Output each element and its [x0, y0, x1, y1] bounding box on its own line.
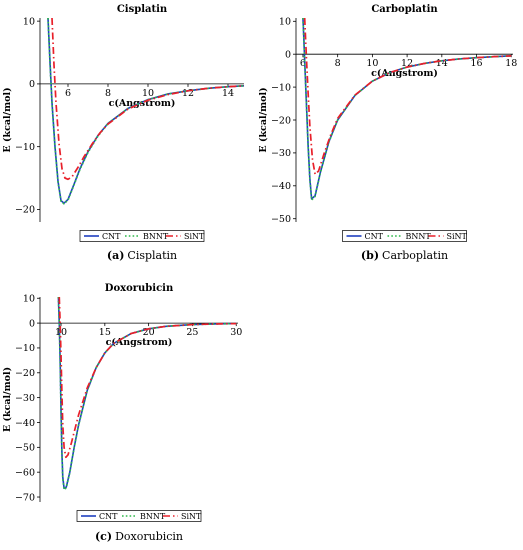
- chart-panel-2: Carboplatin 10 0 −10 −20 −30 −40 −50 6 8 10 12 14 16 1…: [258, 4, 517, 262]
- x-tick-label: 30: [230, 327, 242, 338]
- y-axis-label: E (kcal/mol): [258, 87, 269, 152]
- legend: CNT BNNT SiNT: [79, 230, 205, 242]
- series-line-bnnt: [47, 17, 245, 205]
- legend-label-bnnt: BNNT: [143, 232, 169, 241]
- x-tick-label: 25: [186, 327, 198, 338]
- y-tick-label: −20: [271, 115, 291, 126]
- caption-text: Carboplatin: [382, 249, 448, 262]
- legend: CNT BNNT SiNT: [76, 510, 202, 522]
- y-tick-label: 10: [23, 16, 35, 27]
- caption-text: Cisplatin: [127, 249, 177, 262]
- x-tick-label: 6: [300, 58, 306, 69]
- y-tick-label: −60: [15, 467, 35, 478]
- y-tick-label: −10: [15, 343, 35, 354]
- x-axis-label: c(Angstrom): [106, 337, 173, 348]
- y-tick-label: 0: [29, 318, 35, 329]
- y-axis-label: E (kcal/mol): [2, 87, 13, 152]
- y-axis-label: E (kcal/mol): [2, 367, 13, 432]
- y-tick-label: −20: [15, 368, 35, 379]
- x-tick-label: 6: [65, 88, 71, 99]
- x-tick-label: 14: [222, 88, 234, 99]
- y-tick-label: −50: [271, 214, 291, 225]
- y-tick-label: −20: [15, 205, 35, 216]
- legend-label-cnt: CNT: [99, 512, 118, 521]
- y-tick-label: 10: [23, 294, 35, 305]
- series-line-sint: [303, 17, 512, 176]
- legend-label-cnt: CNT: [102, 232, 121, 241]
- series-line-sint: [51, 17, 245, 181]
- y-tick-label: −70: [15, 492, 35, 503]
- x-tick-label: 10: [142, 88, 154, 99]
- x-tick-label: 12: [401, 58, 413, 69]
- panel-caption: (a) Cisplatin: [107, 249, 177, 262]
- y-tick-label: −40: [15, 418, 35, 429]
- x-tick-label: 14: [436, 58, 448, 69]
- legend-label-sint: SiNT: [181, 512, 202, 521]
- y-tick-label: −10: [15, 142, 35, 153]
- x-tick-label: 8: [335, 58, 341, 69]
- plot-area: [57, 296, 237, 491]
- x-axis-label: c(Angstrom): [109, 98, 176, 109]
- legend: CNT BNNT SiNT: [342, 230, 468, 242]
- legend-box: [342, 230, 467, 242]
- plot-area: [47, 17, 245, 205]
- y-tick-label: −50: [15, 443, 35, 454]
- series-line-cnt: [47, 17, 245, 204]
- caption-letter: (a): [107, 249, 125, 262]
- x-tick-label: 16: [470, 58, 482, 69]
- plot-area: [302, 17, 512, 201]
- chart-title: Cisplatin: [117, 4, 168, 15]
- caption-letter: (c): [95, 530, 112, 543]
- y-tick-label: −30: [15, 393, 35, 404]
- x-tick-label: 15: [99, 327, 111, 338]
- legend-label-sint: SiNT: [447, 232, 468, 241]
- y-tick-label: −30: [271, 148, 291, 159]
- x-axis-label: c(Angstrom): [371, 68, 438, 79]
- legend-box: [76, 510, 202, 522]
- chart-title: Doxorubicin: [105, 283, 174, 294]
- y-tick-label: −40: [271, 181, 291, 192]
- y-tick-label: −10: [271, 82, 291, 93]
- legend-label-sint: SiNT: [184, 232, 205, 241]
- series-line-bnnt: [302, 17, 512, 201]
- x-tick-label: 8: [105, 88, 111, 99]
- chart-panel-1: Cisplatin 10 0 −10 −20 6 8 10 12 14 c(Angstrom) E (…: [2, 4, 245, 262]
- panel-caption: (b) Carboplatin: [361, 249, 448, 262]
- caption-text: Doxorubicin: [115, 530, 183, 543]
- chart-title: Carboplatin: [371, 4, 438, 15]
- series-line-sint: [58, 296, 237, 459]
- y-tick-label: 10: [279, 17, 291, 28]
- legend-label-bnnt: BNNT: [406, 232, 432, 241]
- x-tick-label: 18: [505, 58, 517, 69]
- x-tick-label: 12: [182, 88, 194, 99]
- caption-letter: (b): [361, 249, 379, 262]
- y-tick-label: 0: [285, 49, 291, 60]
- x-tick-label: 20: [143, 327, 155, 338]
- legend-label-cnt: CNT: [365, 232, 384, 241]
- x-tick-label: 10: [366, 58, 378, 69]
- series-line-cnt: [302, 17, 512, 200]
- legend-label-bnnt: BNNT: [140, 512, 166, 521]
- panel-caption: (c) Doxorubicin: [95, 530, 183, 543]
- y-tick-label: 0: [29, 79, 35, 90]
- legend-box: [79, 230, 205, 242]
